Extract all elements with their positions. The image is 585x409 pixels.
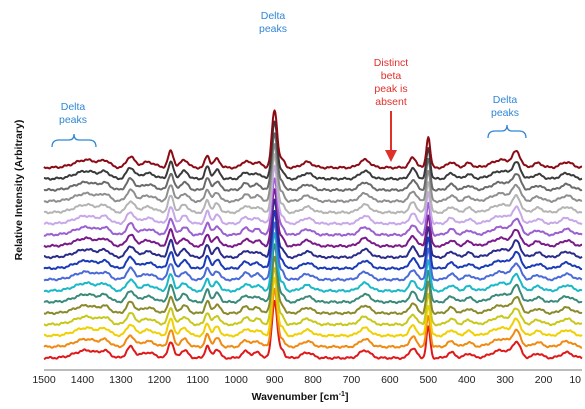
spectrum-line xyxy=(43,143,583,204)
spectra-series-group xyxy=(43,109,583,361)
spectrum-line xyxy=(43,109,583,170)
x-tick-label: 1000 xyxy=(224,374,248,386)
spectrum-line xyxy=(43,300,583,361)
spectrum-line xyxy=(43,120,583,181)
spectrum-line xyxy=(43,210,583,271)
x-tick-label: 200 xyxy=(535,374,553,386)
annotation-delta-left-brace xyxy=(51,133,97,148)
annotation-beta-absent: Distinct beta peak is absent xyxy=(374,57,409,162)
spectrum-line xyxy=(43,221,583,282)
x-tick-label: 10 xyxy=(569,374,581,386)
x-axis-label-sup: -1 xyxy=(339,391,345,398)
spectrum-line xyxy=(43,287,583,349)
spectrum-line xyxy=(43,267,583,327)
annotation-beta-line2: beta xyxy=(381,70,402,82)
annotation-beta-line1: Distinct xyxy=(374,57,409,69)
x-tick-label: 500 xyxy=(420,374,438,386)
annotation-delta-left-line1: Delta xyxy=(61,101,86,113)
annotation-delta-top-line1: Delta xyxy=(261,10,286,22)
x-tick-label: 1400 xyxy=(71,374,95,386)
x-tick-label: 300 xyxy=(496,374,514,386)
x-tick-label: 1100 xyxy=(186,374,209,386)
spectrum-line xyxy=(43,153,583,215)
annotation-delta-top: Delta peaks xyxy=(259,10,287,35)
spectrum-line xyxy=(43,276,583,338)
spectrum-line xyxy=(43,243,583,305)
y-axis-label: Relative Intensity (Arbitrary) xyxy=(13,120,25,261)
spectrum-line xyxy=(43,198,583,260)
x-tick-label: 1200 xyxy=(148,374,172,386)
spectrum-line xyxy=(43,188,583,248)
spectrum-line xyxy=(43,132,583,193)
spectrum-line xyxy=(43,177,583,237)
spectrum-line xyxy=(43,255,583,316)
x-tick-labels: 1500 1400 1300 1200 1100 1000 900 800 700 600 500 4… xyxy=(32,374,581,386)
x-tick-label: 400 xyxy=(458,374,476,386)
x-tick-label: 1500 xyxy=(32,374,56,386)
annotation-delta-right-line2: peaks xyxy=(491,107,519,119)
x-tick-label: 800 xyxy=(304,374,322,386)
annotation-delta-left: Delta peaks xyxy=(51,101,97,148)
annotation-beta-line3: peak is xyxy=(374,83,407,95)
x-tick-label: 1300 xyxy=(109,374,133,386)
annotation-delta-right-brace xyxy=(487,124,527,139)
annotation-delta-left-line2: peaks xyxy=(59,114,87,126)
x-tick-label: 700 xyxy=(343,374,361,386)
x-axis-label-main: Wavenumber [cm xyxy=(252,391,339,403)
x-tick-label: 900 xyxy=(266,374,284,386)
annotation-beta-arrow-head xyxy=(385,150,397,162)
x-axis-label: Wavenumber [cm-1] xyxy=(252,391,349,403)
x-axis-label-end: ] xyxy=(345,391,349,403)
annotation-beta-line4: absent xyxy=(375,96,407,108)
x-tick-label: 600 xyxy=(381,374,399,386)
spectrum-line xyxy=(43,164,583,226)
annotation-delta-top-line2: peaks xyxy=(259,23,287,35)
spectrum-line xyxy=(43,232,583,293)
annotation-delta-right: Delta peaks xyxy=(487,94,527,139)
annotation-delta-right-line1: Delta xyxy=(493,94,518,106)
